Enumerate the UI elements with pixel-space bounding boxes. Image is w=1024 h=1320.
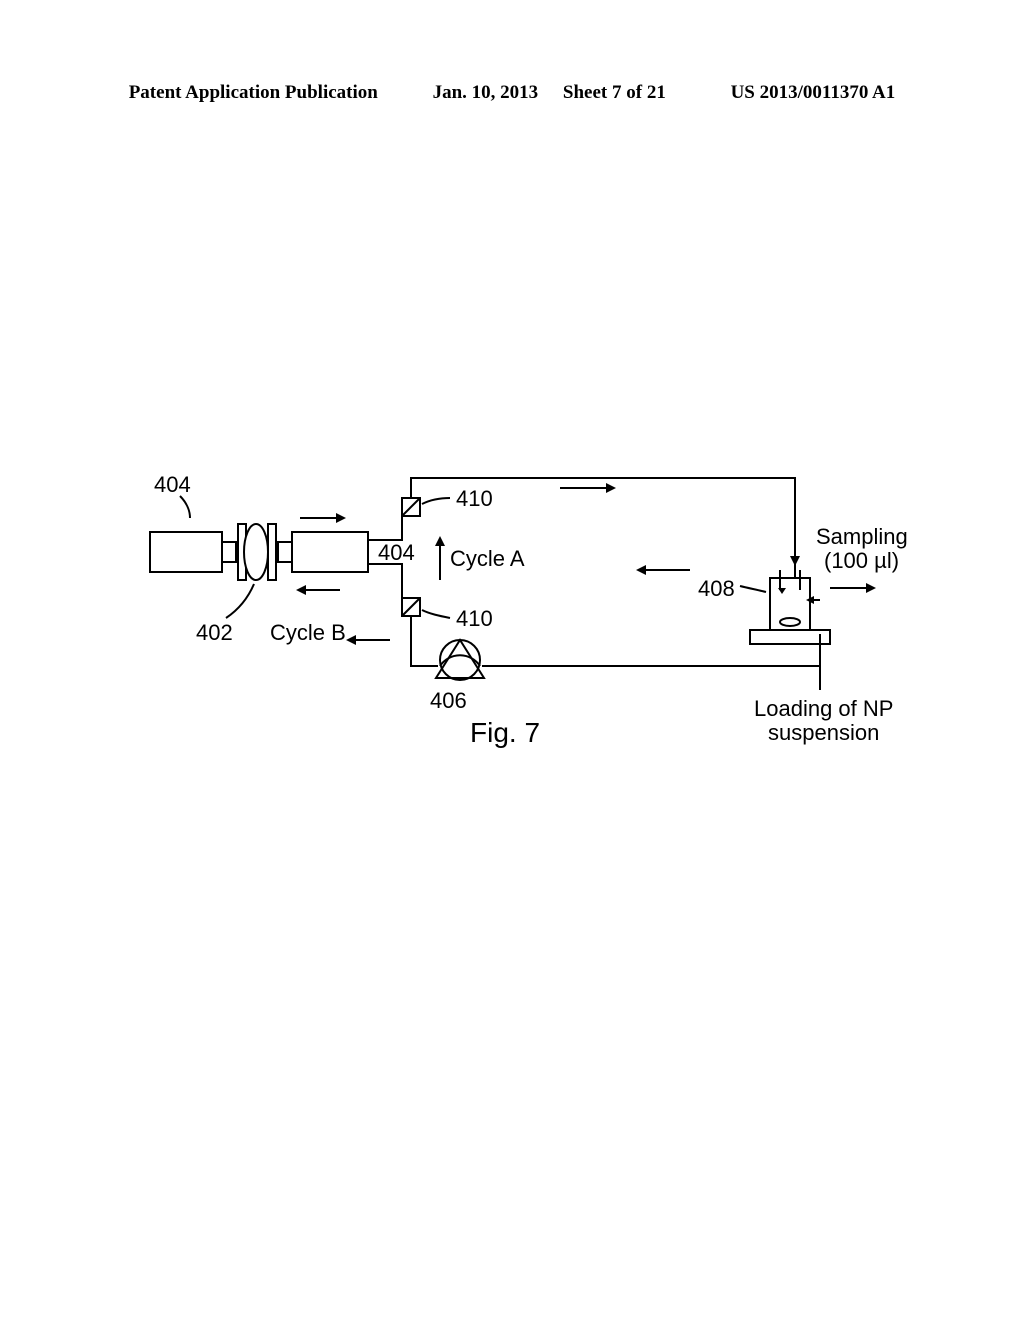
- page-header: Patent Application Publication Jan. 10, …: [0, 82, 1024, 104]
- arrow-top: [560, 483, 616, 493]
- ref-404-left: 404: [154, 472, 191, 497]
- pipe-from-pump: [482, 634, 820, 666]
- pipe-syr-top: [368, 516, 402, 540]
- arrow-syr-right: [300, 513, 346, 523]
- arrow-bottom: [346, 635, 390, 645]
- pipe-syr-bot: [368, 564, 402, 598]
- leader-410-bot: [422, 610, 450, 618]
- leader-404-left: [180, 496, 190, 518]
- arrow-sampling-right: [830, 583, 876, 593]
- arrow-sampling-down: [790, 530, 800, 566]
- label-cycle-a: Cycle A: [450, 546, 525, 571]
- label-sampling: Sampling: [816, 524, 908, 549]
- ref-410-top: 410: [456, 486, 493, 511]
- header-date: Jan. 10, 2013: [433, 82, 539, 104]
- reservoir-408: [750, 570, 830, 644]
- arrow-cycle-a: [435, 536, 445, 580]
- valve-402: [238, 524, 276, 580]
- header-sheet: Sheet 7 of 21: [563, 82, 666, 104]
- label-cycle-b: Cycle B: [270, 620, 346, 645]
- arrow-syr-left: [296, 585, 340, 595]
- leader-410-top: [422, 498, 450, 504]
- pump-406: [436, 640, 484, 680]
- valve-bottom-410: [402, 598, 420, 616]
- ref-406: 406: [430, 688, 467, 713]
- header-publication: Patent Application Publication: [129, 82, 378, 104]
- ref-402: 402: [196, 620, 233, 645]
- syringe-left: [150, 532, 236, 572]
- label-sampling-vol: (100 µl): [824, 548, 899, 573]
- ref-404-right: 404: [378, 540, 415, 565]
- label-loading-1: Loading of NP: [754, 696, 893, 721]
- syringe-right: [278, 532, 368, 572]
- label-loading-2: suspension: [768, 720, 879, 745]
- header-docnumber: US 2013/0011370 A1: [731, 82, 896, 104]
- leader-402: [226, 584, 254, 618]
- ref-408: 408: [698, 576, 735, 601]
- arrow-return: [636, 565, 690, 575]
- pipe-to-pump: [411, 616, 438, 666]
- figure-label: Fig. 7: [470, 717, 540, 748]
- valve-top-410: [402, 498, 420, 516]
- figure-7: 404 404 402 410 410 406 408 Cycle A Cycl…: [130, 470, 920, 790]
- ref-410-bot: 410: [456, 606, 493, 631]
- leader-408: [740, 586, 766, 592]
